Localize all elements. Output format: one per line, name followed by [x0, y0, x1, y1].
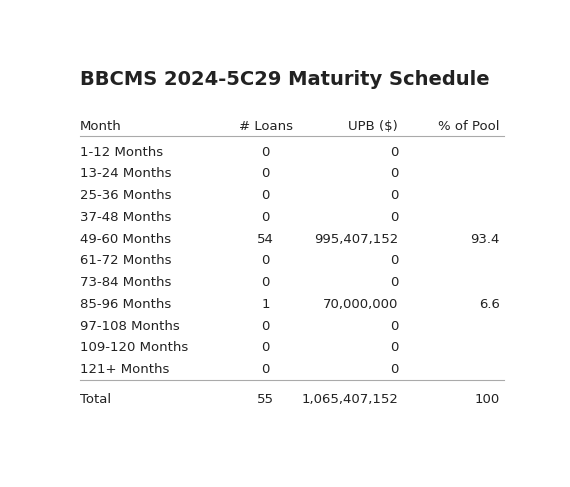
- Text: % of Pool: % of Pool: [438, 120, 500, 133]
- Text: 109-120 Months: 109-120 Months: [80, 341, 188, 355]
- Text: Month: Month: [80, 120, 122, 133]
- Text: 0: 0: [262, 168, 270, 180]
- Text: 13-24 Months: 13-24 Months: [80, 168, 172, 180]
- Text: 55: 55: [257, 393, 274, 407]
- Text: 0: 0: [390, 211, 398, 224]
- Text: 0: 0: [262, 341, 270, 355]
- Text: 121+ Months: 121+ Months: [80, 363, 169, 376]
- Text: 0: 0: [262, 146, 270, 159]
- Text: 6.6: 6.6: [479, 298, 500, 311]
- Text: 25-36 Months: 25-36 Months: [80, 189, 172, 202]
- Text: 37-48 Months: 37-48 Months: [80, 211, 172, 224]
- Text: 0: 0: [390, 276, 398, 289]
- Text: 73-84 Months: 73-84 Months: [80, 276, 172, 289]
- Text: 1-12 Months: 1-12 Months: [80, 146, 163, 159]
- Text: 0: 0: [262, 363, 270, 376]
- Text: 85-96 Months: 85-96 Months: [80, 298, 172, 311]
- Text: Total: Total: [80, 393, 111, 407]
- Text: 0: 0: [390, 146, 398, 159]
- Text: 995,407,152: 995,407,152: [314, 233, 398, 245]
- Text: 49-60 Months: 49-60 Months: [80, 233, 171, 245]
- Text: 0: 0: [262, 319, 270, 333]
- Text: 0: 0: [390, 189, 398, 202]
- Text: 0: 0: [390, 168, 398, 180]
- Text: 54: 54: [257, 233, 274, 245]
- Text: 100: 100: [474, 393, 500, 407]
- Text: 0: 0: [390, 341, 398, 355]
- Text: UPB ($): UPB ($): [348, 120, 398, 133]
- Text: 70,000,000: 70,000,000: [323, 298, 398, 311]
- Text: 61-72 Months: 61-72 Months: [80, 254, 172, 267]
- Text: 1,065,407,152: 1,065,407,152: [302, 393, 398, 407]
- Text: 0: 0: [262, 189, 270, 202]
- Text: 0: 0: [390, 254, 398, 267]
- Text: BBCMS 2024-5C29 Maturity Schedule: BBCMS 2024-5C29 Maturity Schedule: [80, 70, 490, 89]
- Text: 0: 0: [262, 254, 270, 267]
- Text: 0: 0: [390, 363, 398, 376]
- Text: 0: 0: [262, 211, 270, 224]
- Text: 97-108 Months: 97-108 Months: [80, 319, 180, 333]
- Text: 93.4: 93.4: [470, 233, 500, 245]
- Text: # Loans: # Loans: [239, 120, 292, 133]
- Text: 0: 0: [262, 276, 270, 289]
- Text: 1: 1: [262, 298, 270, 311]
- Text: 0: 0: [390, 319, 398, 333]
